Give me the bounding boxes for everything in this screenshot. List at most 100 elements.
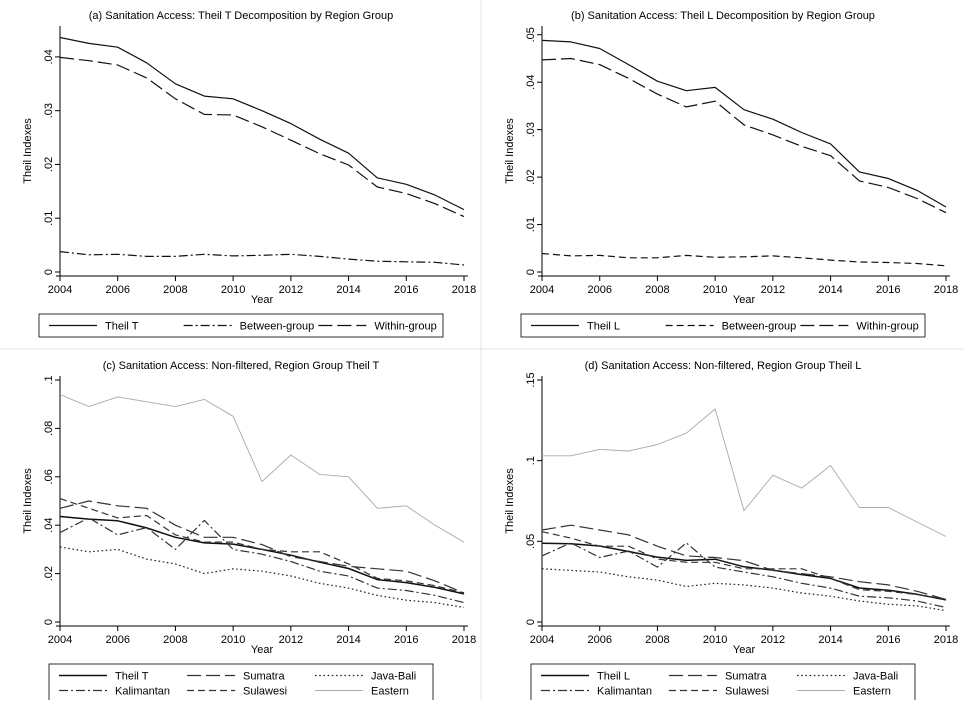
y-tick-label: .05: [525, 27, 537, 42]
y-tick-label: .1: [43, 375, 55, 384]
y-tick-label: .01: [525, 217, 537, 232]
legend-label: Sumatra: [243, 671, 285, 683]
y-tick-label: 0: [525, 619, 537, 625]
legend-label: Java-Bali: [371, 671, 416, 683]
legend-label: Theil T: [115, 671, 149, 683]
legend-label: Eastern: [371, 686, 409, 698]
y-tick-label: 0: [43, 619, 55, 625]
legend-label: Sulawesi: [243, 686, 287, 698]
series-line-theil-t: [59, 36, 465, 211]
x-tick-label: 2008: [645, 634, 669, 646]
x-tick-label: 2008: [163, 284, 187, 296]
legend-label: Kalimantan: [115, 686, 170, 698]
x-tick-label: 2008: [163, 634, 187, 646]
x-tick-label: 2012: [279, 634, 303, 646]
chart-panel-4: (d) Sanitation Access: Non-filtered, Reg…: [504, 360, 958, 703]
chart-panel-3: (c) Sanitation Access: Non-filtered, Reg…: [22, 360, 476, 703]
series-line-kalimantan: [59, 517, 465, 604]
series-line-within-group: [541, 57, 947, 214]
legend-label: Theil T: [105, 321, 139, 333]
y-tick-label: .04: [43, 49, 55, 64]
x-tick-label: 2010: [221, 634, 245, 646]
chart-title: (a) Sanitation Access: Theil T Decomposi…: [89, 10, 394, 22]
x-tick-label: 2018: [934, 284, 958, 296]
legend-box: [520, 313, 926, 338]
legend-box: [530, 663, 916, 703]
y-tick-label: .08: [43, 421, 55, 436]
x-tick-label: 2016: [876, 634, 900, 646]
legend-label: Between-group: [722, 321, 797, 333]
x-tick-label: 2012: [761, 284, 785, 296]
series-line-sumatra: [59, 500, 465, 594]
series-line-theil-l: [541, 39, 947, 208]
y-tick-label: .15: [525, 372, 537, 387]
x-tick-label: 2012: [761, 634, 785, 646]
legend-box: [38, 313, 444, 338]
y-axis-label: Theil Indexes: [22, 468, 34, 534]
series-line-java-bali: [59, 546, 465, 609]
x-tick-label: 2006: [587, 284, 611, 296]
x-tick-label: 2014: [336, 284, 360, 296]
chart-title: (d) Sanitation Access: Non-filtered, Reg…: [585, 360, 862, 372]
x-axis-label: Year: [733, 294, 756, 306]
x-tick-label: 2006: [105, 284, 129, 296]
x-tick-label: 2010: [221, 284, 245, 296]
x-tick-label: 2016: [394, 284, 418, 296]
x-tick-label: 2004: [530, 284, 554, 296]
y-axis-label: Theil Indexes: [22, 118, 34, 184]
y-tick-label: .01: [43, 211, 55, 226]
chart-panel-2: (b) Sanitation Access: Theil L Decomposi…: [504, 10, 958, 338]
legend-label: Within-group: [374, 321, 436, 333]
legend-label: Sulawesi: [725, 686, 769, 698]
series-line-between-group: [541, 252, 947, 267]
x-tick-label: 2006: [105, 634, 129, 646]
x-tick-label: 2014: [818, 634, 842, 646]
x-tick-label: 2008: [645, 284, 669, 296]
x-tick-label: 2014: [818, 284, 842, 296]
x-tick-label: 2010: [703, 634, 727, 646]
legend-label: Kalimantan: [597, 686, 652, 698]
y-tick-label: .06: [43, 469, 55, 484]
legend-label: Eastern: [853, 686, 891, 698]
series-line-sumatra: [541, 524, 947, 600]
chart-title: (b) Sanitation Access: Theil L Decomposi…: [571, 10, 875, 22]
y-tick-label: 0: [43, 269, 55, 275]
x-axis-label: Year: [251, 294, 274, 306]
x-tick-label: 2018: [934, 634, 958, 646]
y-tick-label: .04: [525, 75, 537, 90]
series-line-sulawesi: [541, 531, 947, 600]
series-line-eastern: [59, 394, 465, 543]
y-tick-label: .03: [525, 122, 537, 137]
legend-label: Theil L: [587, 321, 620, 333]
x-tick-label: 2004: [530, 634, 554, 646]
x-tick-label: 2006: [587, 634, 611, 646]
y-tick-label: .03: [43, 103, 55, 118]
x-tick-label: 2018: [452, 634, 476, 646]
legend-label: Theil L: [597, 671, 630, 683]
y-tick-label: 0: [525, 269, 537, 275]
x-tick-label: 2004: [48, 634, 72, 646]
y-axis-label: Theil Indexes: [504, 118, 516, 184]
series-line-java-bali: [541, 568, 947, 612]
y-tick-label: .04: [43, 518, 55, 533]
y-tick-label: .02: [43, 566, 55, 581]
legend-label: Within-group: [856, 321, 918, 333]
x-tick-label: 2016: [394, 634, 418, 646]
series-line-sulawesi: [59, 498, 465, 594]
x-tick-label: 2014: [336, 634, 360, 646]
series-line-theil-l: [541, 542, 947, 601]
series-line-within-group: [59, 56, 465, 218]
x-tick-label: 2004: [48, 284, 72, 296]
chart-title: (c) Sanitation Access: Non-filtered, Reg…: [103, 360, 380, 372]
x-tick-label: 2016: [876, 284, 900, 296]
x-tick-label: 2010: [703, 284, 727, 296]
series-line-eastern: [542, 408, 947, 537]
x-tick-label: 2012: [279, 284, 303, 296]
y-tick-label: .02: [525, 169, 537, 184]
x-axis-label: Year: [251, 644, 274, 656]
series-line-kalimantan: [541, 542, 947, 609]
legend-label: Between-group: [240, 321, 315, 333]
